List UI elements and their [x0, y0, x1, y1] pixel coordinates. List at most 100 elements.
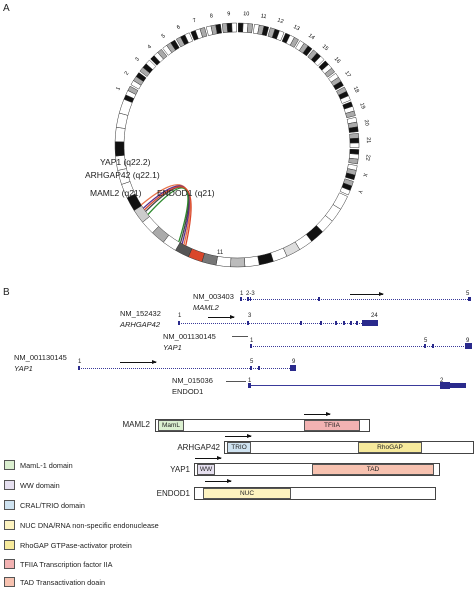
chromosome-band: [261, 25, 270, 37]
chromosome-band: [127, 85, 139, 95]
endod1-exon: [440, 382, 450, 389]
arhgap42-exon: [356, 321, 358, 325]
legend-label: MamL-1 domain: [20, 460, 73, 470]
endod1-gene-name: ENDOD1: [172, 387, 204, 396]
chr11-band: [244, 255, 260, 268]
arhgap42-exon: [362, 320, 378, 326]
arhgap42-exon: [320, 321, 322, 325]
endod1-exon-1: 1: [248, 378, 252, 384]
arhgap42-exon: [178, 321, 180, 325]
chromosome-band: [199, 27, 208, 38]
nuc-domain: NUC: [203, 488, 291, 499]
arhgap42-gene-name: ARHGAP42: [120, 320, 161, 329]
chr11-band: [230, 257, 246, 268]
legend-label: TFIIA Transcription factor IIA: [20, 559, 113, 569]
legend-label: WW domain: [20, 480, 60, 490]
chromosome-band: [157, 48, 168, 60]
yap1-left-exon-5: 5: [250, 359, 254, 365]
legend-label: RhoGAP GTPase-activator protein: [20, 540, 132, 550]
yap1-protein-bar: WW TAD: [194, 463, 440, 476]
yap1-right-exon: [465, 343, 472, 349]
chromosome-label: Y: [356, 189, 363, 195]
panel-b-label: B: [3, 287, 10, 298]
chromosome-label: 7: [192, 18, 197, 25]
legend-swatch: [4, 559, 15, 569]
chr11-band: [118, 98, 133, 116]
chromosome-band: [226, 22, 233, 33]
arhgap42-direction-arrow: [208, 315, 235, 319]
chromosome-label: 22: [364, 154, 371, 161]
yap1-right-exon-5: 5: [424, 338, 428, 344]
chromosome-label: 15: [321, 44, 330, 53]
chromosome-label: 20: [363, 119, 370, 126]
legend-item: MamL-1 domain: [4, 459, 73, 471]
chromosome-label: 14: [307, 33, 315, 41]
chromosome-band: [145, 59, 157, 71]
chromosome-ideogram: [114, 22, 360, 268]
yap1-gene-name-right: YAP1: [163, 343, 182, 352]
fusion-links: [140, 184, 192, 246]
arhgap42-fusion-label: ARHGAP42 (q22.1): [85, 170, 160, 180]
chromosome-band: [276, 30, 285, 42]
arhgap42-exon: [350, 321, 352, 325]
yap1-right-exon-9: 9: [466, 338, 470, 344]
yap1-gene-name-left: YAP1: [14, 364, 33, 373]
chromosome-band: [349, 137, 360, 144]
arhgap42-transcript-track: [178, 323, 378, 324]
yap1-right-leader-line: [232, 336, 248, 337]
legend-item: RhoGAP GTPase-activator protein: [4, 539, 132, 551]
panel-a-label: A: [3, 3, 10, 14]
yap1-right-exon: [432, 344, 434, 348]
endod1-protein-arrow: [205, 479, 232, 483]
yap1-accession-right: NM_001130145: [163, 332, 216, 341]
arhgap42-exon: [335, 321, 337, 325]
yap1-left-exon: [290, 365, 296, 371]
legend-item: WW domain: [4, 479, 60, 491]
legend-swatch: [4, 577, 15, 587]
chromosome-band: [349, 133, 360, 139]
chromosome-label: 19: [358, 102, 366, 110]
arhgap42-exon-1: 1: [178, 313, 182, 319]
legend-swatch: [4, 460, 15, 470]
legend-label: CRAL/TRIO domain: [20, 500, 85, 510]
maml2-exon-2-3: 2-3: [246, 291, 255, 297]
chromosome-label: X: [361, 172, 368, 177]
arhgap42-protein-name: ARHGAP42: [177, 443, 220, 452]
chromosome-band: [324, 67, 336, 78]
yap1-accession-left: NM_001130145: [14, 353, 67, 362]
chromosome-band: [184, 32, 194, 44]
maml2-protein-bar: MamL TFIIA: [155, 419, 370, 432]
chromosome-band: [348, 157, 359, 165]
chromosome-band: [340, 95, 351, 104]
trio-domain: TRIO: [227, 442, 251, 453]
maml2-direction-arrow: [350, 292, 384, 296]
chromosome-label: 9: [227, 11, 230, 17]
highlight-link: [143, 186, 192, 246]
chromosome-band: [348, 126, 359, 133]
maml2-exon: [250, 297, 251, 301]
maml2-fusion-label: MAML2 (q21): [90, 188, 142, 198]
chromosome-label: 12: [276, 18, 284, 26]
yap1-left-transcript-track: [78, 368, 296, 369]
chromosome-label: 13: [292, 24, 300, 32]
yap1-fusion-label: YAP1 (q22.2): [100, 157, 151, 167]
endod1-protein-bar: NUC: [194, 487, 436, 500]
chromosome-band: [349, 142, 360, 149]
tfiia-domain: TFIIA: [304, 420, 360, 431]
legend-item: TAD Transactivation doain: [4, 576, 105, 588]
maml2-accession: NM_003403: [193, 292, 234, 301]
chromosome-label: 2: [124, 71, 131, 77]
arhgap42-exon-3: 3: [248, 313, 252, 319]
maml2-exon: [247, 297, 249, 301]
chromosome-band: [345, 110, 356, 119]
chromosome-label: 5: [161, 33, 167, 40]
yap1-left-exon: [250, 366, 252, 370]
chr11-band: [201, 252, 218, 266]
chr11-band: [114, 126, 126, 143]
chr11-band: [257, 252, 274, 266]
chromosome-label: 11: [260, 13, 267, 20]
maml2-gene-name: MAML2: [193, 303, 219, 312]
arhgap42-protein-bar: TRIO RhoGAP: [224, 441, 474, 454]
